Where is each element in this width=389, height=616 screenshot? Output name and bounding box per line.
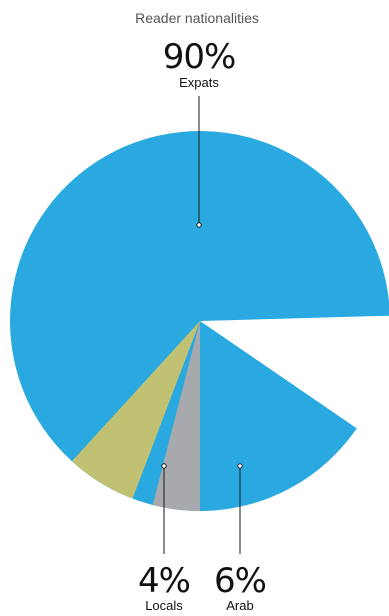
category-label-expats: Expats <box>179 75 219 90</box>
category-label-locals: Locals <box>145 598 183 613</box>
leader-dot-locals <box>161 463 167 469</box>
leader-dot-arab <box>237 463 243 469</box>
category-label-arab: Arab <box>226 598 253 613</box>
leader-dot-expats <box>196 222 202 228</box>
slice-labels: 90%Expats 6%Arab 4%Locals <box>138 37 267 613</box>
data-label-locals: 4% <box>138 561 190 601</box>
chart-title: Reader nationalities <box>135 10 259 26</box>
pie-slice-expats <box>10 131 389 511</box>
pie-slice-arab <box>71 321 200 499</box>
leader-lines <box>161 96 243 554</box>
pie-slices <box>10 131 389 511</box>
data-label-expats: 90% <box>163 37 236 77</box>
data-label-arab: 6% <box>214 561 266 601</box>
